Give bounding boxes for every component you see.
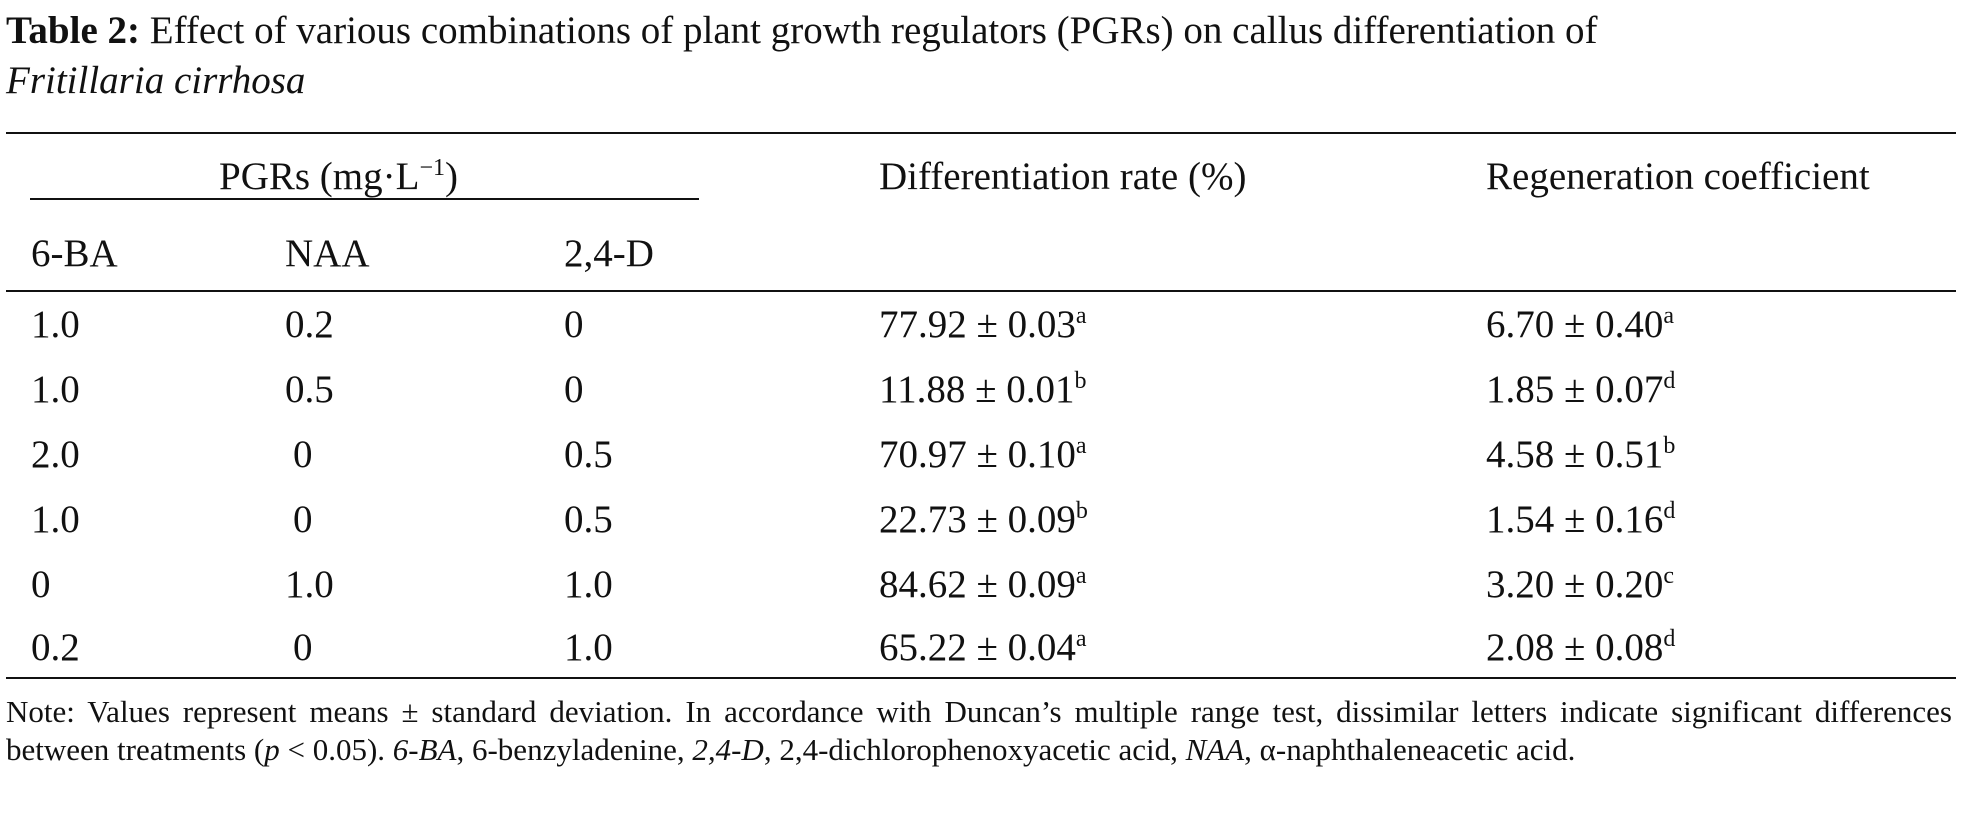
table-row: 1.0 0 0.5 22.73 ± 0.09b 1.54 ± 0.16d <box>6 487 1956 552</box>
cell-24d: 0 <box>564 368 584 411</box>
cell-24d: 1.0 <box>564 563 613 606</box>
cell-regen-coef: 4.58 ± 0.51b <box>1486 433 1676 476</box>
cell-diff-rate: 11.88 ± 0.01b <box>879 368 1087 411</box>
cell-diff-rate: 84.62 ± 0.09a <box>879 563 1087 606</box>
cell-24d: 1.0 <box>564 625 613 669</box>
table-caption: Table 2: Effect of various combinations … <box>6 6 1956 106</box>
caption-label: Table 2: <box>6 9 141 52</box>
col-24d-header: 2,4-D <box>564 231 654 275</box>
col-6ba-header: 6-BA <box>31 231 118 275</box>
cell-naa: 0 <box>293 625 313 669</box>
cell-24d: 0 <box>564 303 584 346</box>
cell-6ba: 0.2 <box>31 625 80 669</box>
caption-species: Fritillaria cirrhosa <box>6 59 306 102</box>
cell-naa: 0.5 <box>285 368 334 411</box>
cell-regen-coef: 2.08 ± 0.08d <box>1486 625 1676 669</box>
pgr-group-header: PGRs (mg·L−1) <box>219 154 458 198</box>
cell-6ba: 0 <box>31 563 51 606</box>
caption-text: Effect of various combinations of plant … <box>149 9 1598 52</box>
cell-24d: 0.5 <box>564 433 613 476</box>
cell-regen-coef: 1.54 ± 0.16d <box>1486 498 1676 541</box>
header-row-group: PGRs (mg·L−1) Differentiation rate (%) R… <box>6 133 1956 214</box>
cell-6ba: 1.0 <box>31 498 80 541</box>
cell-6ba: 2.0 <box>31 433 80 476</box>
table-row: 1.0 0.5 0 11.88 ± 0.01b 1.85 ± 0.07d <box>6 357 1956 422</box>
regen-coef-header: Regeneration coefficient <box>1486 154 1870 198</box>
empty-header <box>1455 214 1956 291</box>
cell-diff-rate: 70.97 ± 0.10a <box>879 433 1087 476</box>
cell-diff-rate: 65.22 ± 0.04a <box>879 625 1087 669</box>
table-note: Note: Values represent means ± standard … <box>6 694 1952 767</box>
pgr-group-rule <box>30 198 699 200</box>
table-row: 1.0 0.2 0 77.92 ± 0.03a 6.70 ± 0.40a <box>6 291 1956 357</box>
cell-naa: 0 <box>293 433 313 476</box>
cell-diff-rate: 22.73 ± 0.09b <box>879 498 1088 541</box>
diff-rate-header: Differentiation rate (%) <box>879 154 1247 198</box>
cell-6ba: 1.0 <box>31 368 80 411</box>
cell-6ba: 1.0 <box>31 303 80 346</box>
empty-header <box>851 214 1455 291</box>
table-row: 2.0 0 0.5 70.97 ± 0.10a 4.58 ± 0.51b <box>6 422 1956 487</box>
cell-naa: 0 <box>293 498 313 541</box>
cell-naa: 0.2 <box>285 303 334 346</box>
table-row: 0 1.0 1.0 84.62 ± 0.09a 3.20 ± 0.20c <box>6 552 1956 617</box>
cell-24d: 0.5 <box>564 498 613 541</box>
cell-regen-coef: 3.20 ± 0.20c <box>1486 563 1675 606</box>
col-naa-header: NAA <box>285 231 370 275</box>
cell-diff-rate: 77.92 ± 0.03a <box>879 303 1087 346</box>
table-row: 0.2 0 1.0 65.22 ± 0.04a 2.08 ± 0.08d <box>6 617 1956 678</box>
cell-naa: 1.0 <box>285 563 334 606</box>
cell-regen-coef: 6.70 ± 0.40a <box>1486 303 1675 346</box>
header-row-columns: 6-BA NAA 2,4-D <box>6 214 1957 291</box>
cell-regen-coef: 1.85 ± 0.07d <box>1486 368 1676 411</box>
table-figure: Table 2: Effect of various combinations … <box>6 6 1957 800</box>
data-table: PGRs (mg·L−1) Differentiation rate (%) R… <box>6 132 1957 679</box>
